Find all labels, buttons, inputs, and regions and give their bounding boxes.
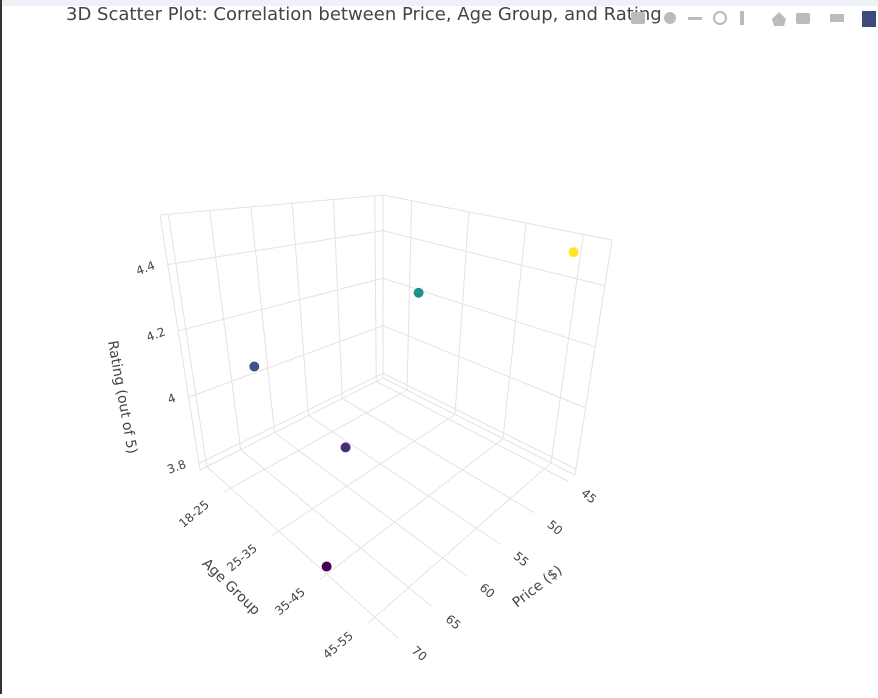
grid-line [454,211,470,415]
grid-line [271,413,456,537]
grid-line [308,415,501,545]
turntable-button[interactable] [740,11,744,25]
x-tick-label: 60 [477,580,498,601]
grid-line [502,223,527,439]
camera-view-button[interactable] [796,13,810,24]
grid-line [223,389,408,493]
grid-line [188,325,384,398]
data-point [413,287,424,298]
grid-line [291,203,309,416]
data-point [249,361,260,372]
grid-line [319,438,504,580]
grid-line [382,230,605,287]
y-tick-label: 25-35 [224,541,260,574]
grid-line [367,462,552,624]
grid-line [375,380,569,482]
grid-line [382,372,577,470]
data-point [568,247,579,258]
x-axis-title: Price ($) [510,563,566,612]
grid-line [406,200,413,391]
pan-button[interactable] [688,17,702,20]
box-edge [159,214,201,471]
grid-line [374,195,377,382]
x-tick-label: 55 [511,549,532,570]
box-edge [159,194,384,216]
grid-line [240,449,433,608]
left-border [0,0,2,694]
chart-title: 3D Scatter Plot: Correlation between Pri… [66,4,662,25]
plotly-logo[interactable] [862,11,876,27]
grid-line [342,398,535,514]
grid-line [382,277,596,348]
z-tick-label: 4.2 [144,325,167,345]
box-edge [382,194,613,241]
grid-line [178,277,384,332]
grid-line [274,432,467,577]
grid-line [198,372,384,464]
modebar[interactable] [631,11,876,27]
z-tick-label: 4 [166,391,178,407]
y-tick-label: 35-45 [272,585,308,618]
x-tick-label: 65 [443,612,464,633]
data-point [340,442,351,453]
data-point [321,561,332,572]
grid-line [250,206,276,433]
grid-line [206,466,400,640]
x-tick-label: 50 [545,517,566,538]
z-axis-title: Rating (out of 5) [104,339,140,455]
y-tick-label: 45-55 [320,629,356,662]
top-bar [0,0,878,6]
hover-button[interactable] [830,14,844,22]
grid-line [167,230,384,266]
x-tick-label: 70 [409,643,430,664]
grid-line [332,199,343,399]
orbit-button[interactable] [713,11,727,25]
grid-line [382,325,586,409]
box-edge [199,377,384,471]
box-edge [574,239,613,476]
grid-line [550,234,584,463]
home-button[interactable] [772,12,786,26]
zoom-button[interactable] [664,12,676,24]
x-tick-label: 45 [578,486,599,507]
grid-line [209,210,242,450]
y-tick-label: 18-25 [176,497,212,530]
z-tick-label: 4.4 [134,258,157,278]
z-tick-label: 3.8 [165,457,188,477]
box-edge [382,377,576,476]
camera-button[interactable] [631,12,645,24]
grid-line [167,214,208,467]
